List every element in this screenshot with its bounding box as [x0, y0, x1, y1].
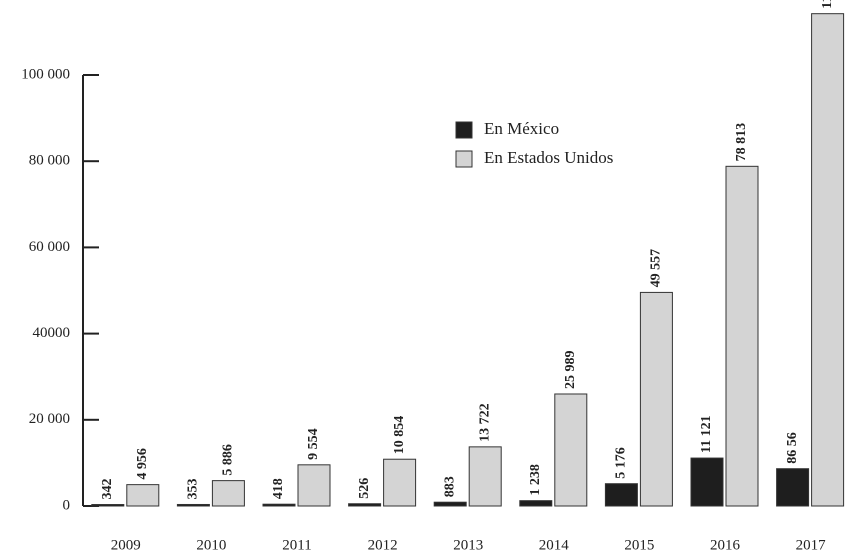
legend-swatch: [455, 121, 473, 139]
y-tick-label: 80 000: [29, 153, 70, 169]
legend-swatch: [455, 150, 473, 168]
x-tick-label: 2009: [111, 537, 141, 553]
y-tick-label: 20 000: [29, 411, 70, 427]
bar: [639, 291, 673, 507]
value-label: 25 989: [563, 350, 578, 389]
y-tick-label: 40000: [33, 325, 71, 341]
x-tick-label: 2010: [196, 537, 226, 553]
x-tick-label: 2011: [282, 537, 311, 553]
x-tick-label: 2013: [453, 537, 483, 553]
bar: [776, 468, 810, 507]
value-label: 883: [442, 476, 457, 497]
legend-label: En México: [484, 119, 559, 138]
value-label: 1 238: [528, 464, 543, 496]
value-label: 9 554: [306, 428, 321, 460]
bar: [91, 504, 125, 507]
bar: [383, 458, 417, 507]
value-label: 5 886: [221, 444, 236, 476]
bar: [433, 501, 467, 507]
bar: [519, 500, 553, 507]
bar: [126, 484, 160, 507]
y-tick-label: 0: [63, 497, 71, 513]
bar: [725, 165, 759, 507]
value-label: 418: [271, 478, 286, 499]
y-tick-label: 60 000: [29, 239, 70, 255]
value-label: 11 121: [699, 415, 714, 453]
value-label: 78 813: [734, 123, 749, 162]
bar: [554, 393, 588, 507]
value-label: 526: [357, 478, 372, 499]
bar: [348, 503, 382, 507]
x-tick-label: 2012: [368, 537, 398, 553]
value-label: 5 176: [614, 447, 629, 479]
bar: [211, 480, 245, 507]
bar: [176, 503, 210, 507]
value-label: 49 557: [649, 249, 664, 288]
x-tick-label: 2014: [539, 537, 570, 553]
value-label: 13 722: [477, 403, 492, 442]
bar: [604, 483, 638, 507]
y-tick-label: 100 000: [21, 66, 70, 82]
bar: [690, 457, 724, 507]
value-label: 342: [100, 479, 115, 500]
value-label: 4 956: [135, 448, 150, 480]
value-label: 10 854: [392, 416, 407, 455]
legend-label: En Estados Unidos: [484, 148, 613, 167]
value-label: 86 56: [785, 432, 800, 464]
bar: [262, 503, 296, 507]
value-label: 353: [186, 478, 201, 499]
x-tick-label: 2016: [710, 537, 741, 553]
value-label: 114 227: [820, 0, 835, 9]
bar: [468, 446, 502, 507]
bar: [297, 464, 331, 507]
x-tick-label: 2015: [624, 537, 654, 553]
x-tick-label: 2017: [796, 537, 827, 553]
bar: [811, 13, 845, 507]
